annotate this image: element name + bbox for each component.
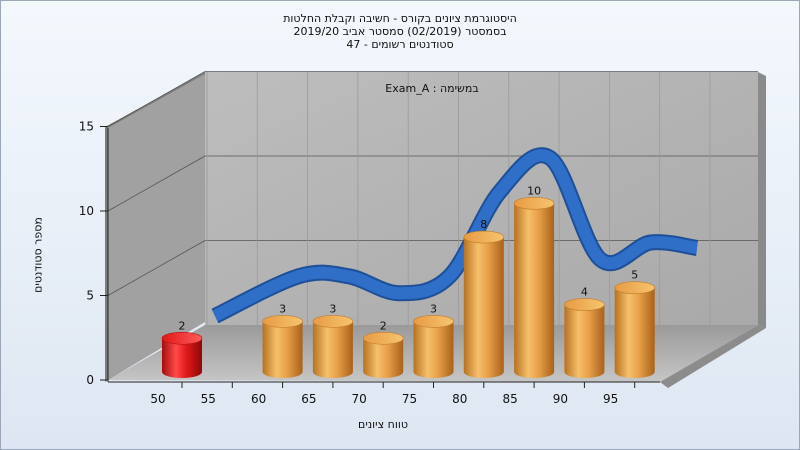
y-tick-label-10: 10 — [79, 204, 94, 218]
bar-85: 10 — [513, 184, 555, 378]
data-label-95: 5 — [631, 269, 638, 282]
bar-body-60 — [262, 321, 303, 378]
back-wall-edge — [758, 72, 766, 328]
y-axis-label: מספר סטודנטים — [31, 217, 45, 293]
y-tick-label-15: 15 — [79, 120, 94, 134]
bar-body-75 — [413, 321, 454, 378]
y-tick-label-5: 5 — [86, 289, 94, 303]
x-tick-label-60: 60 — [251, 392, 266, 406]
grid-line-left-5 — [107, 240, 206, 296]
trend-ribbon — [211, 147, 699, 324]
bar-body-65 — [312, 321, 353, 378]
y-axis-ticks: 0 5 10 15 — [79, 120, 108, 387]
x-tick-label-80: 80 — [452, 392, 467, 406]
data-label-85: 10 — [527, 184, 541, 197]
bar-75: 3 — [413, 302, 454, 378]
bar-top-95 — [614, 281, 656, 294]
bars: 2 3 3 2 3 8 10 4 5 — [161, 184, 656, 378]
bar-top-60 — [262, 315, 303, 328]
bar-body-80 — [463, 237, 504, 378]
x-axis-label: טווח ציונים — [358, 418, 408, 431]
bar-body-95 — [614, 287, 655, 378]
x-tick-label-95: 95 — [603, 392, 618, 406]
bar-body-70 — [363, 338, 404, 378]
x-tick-label-65: 65 — [301, 392, 316, 406]
bar-top-75 — [413, 315, 454, 328]
bar-90: 4 — [564, 286, 605, 378]
bar-top-80 — [463, 230, 505, 244]
data-label-50: 2 — [179, 319, 186, 332]
bar-top-65 — [312, 315, 354, 328]
title-line-3: סטודנטים רשומים - 47 — [346, 38, 454, 51]
y-tick-label-0: 0 — [86, 373, 94, 387]
title-line-1: היסטוגרמת ציונים בקורס - חשיבה וקבלת החל… — [283, 12, 517, 25]
data-label-65: 3 — [329, 302, 336, 315]
x-tick-label-90: 90 — [553, 392, 568, 406]
bar-top-85 — [513, 197, 555, 210]
x-tick-label-55: 55 — [201, 392, 216, 406]
x-tick-label-85: 85 — [502, 392, 517, 406]
grid-line-left-15 — [107, 71, 206, 127]
bar-65: 3 — [312, 302, 354, 378]
data-label-90: 4 — [581, 286, 588, 299]
task-label: Exam_A : במשימה — [385, 82, 478, 95]
gridlines — [107, 71, 758, 383]
x-tick-label-75: 75 — [402, 392, 417, 406]
trend-ribbon-line — [212, 149, 698, 322]
bar-70: 2 — [362, 319, 404, 378]
bar-80: 8 — [463, 218, 505, 378]
data-label-75: 3 — [430, 302, 437, 315]
bar-95: 5 — [614, 269, 656, 378]
x-tick-label-70: 70 — [352, 392, 367, 406]
x-tick-label-50: 50 — [150, 392, 165, 406]
chart-title: היסטוגרמת ציונים בקורס - חשיבה וקבלת החל… — [0, 12, 800, 51]
bar-50: 2 — [161, 319, 203, 378]
title-line-2: בסמסטר (02/2019) סמסטר אביב 2019/20 — [293, 25, 507, 38]
bar-top-50 — [161, 331, 203, 345]
bar-top-70 — [362, 331, 404, 345]
bar-60: 3 — [262, 302, 303, 378]
x-axis-ticks: 50 55 60 65 70 75 80 85 90 95 — [150, 382, 636, 406]
grid-line-left-10 — [107, 155, 206, 212]
bar-body-90 — [564, 304, 605, 378]
left-wall — [108, 74, 205, 380]
data-label-60: 3 — [279, 302, 286, 315]
data-label-80: 8 — [480, 218, 487, 231]
floor-edge — [660, 325, 766, 388]
data-label-70: 2 — [380, 319, 387, 332]
bar-body-85 — [514, 203, 555, 378]
bar-body-50 — [162, 338, 202, 378]
bar-top-90 — [564, 298, 605, 311]
